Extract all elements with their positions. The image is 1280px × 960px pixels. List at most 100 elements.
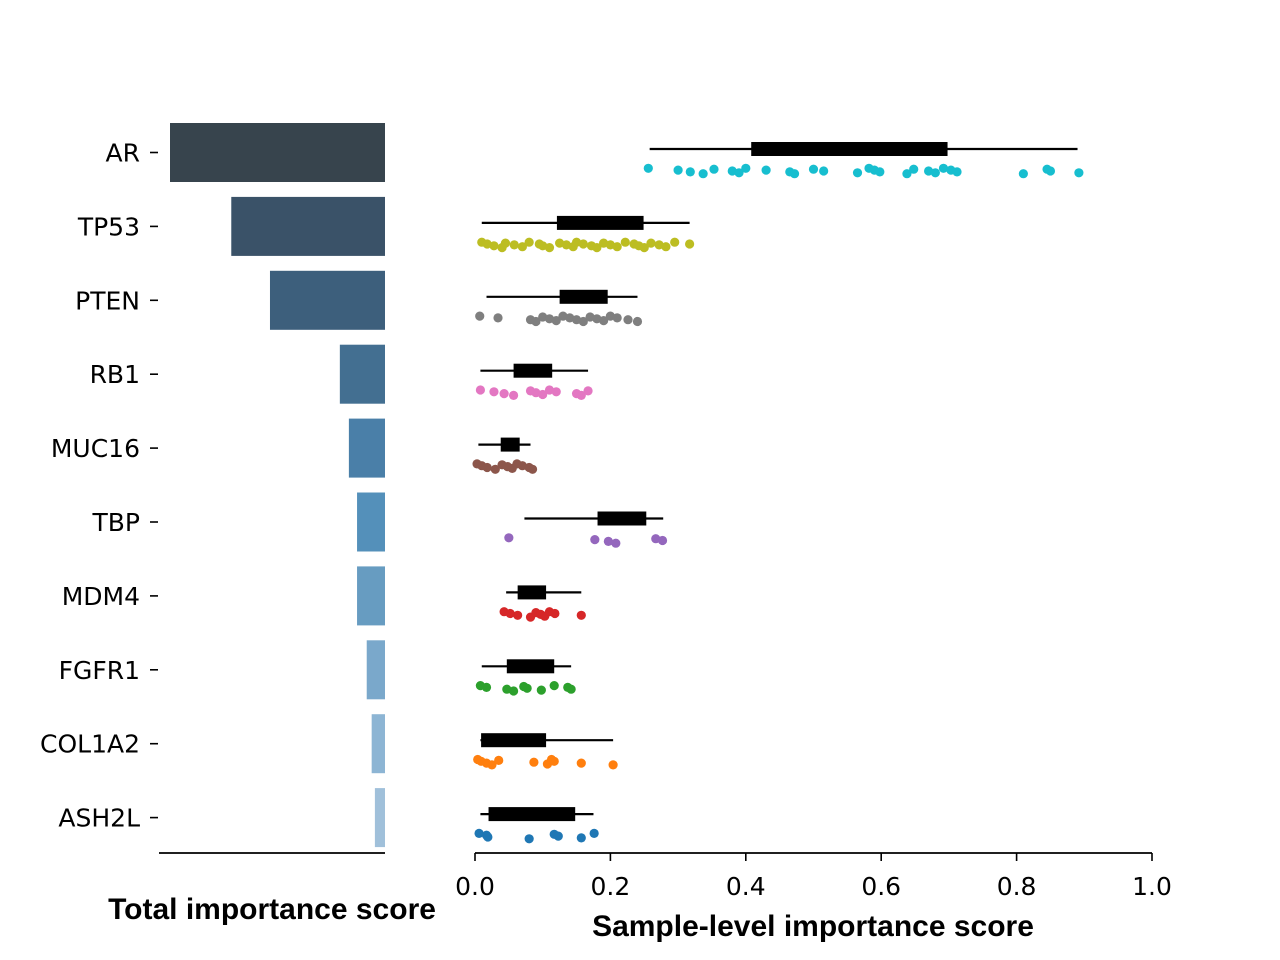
point-ar (938, 163, 949, 173)
point-ar (761, 165, 771, 175)
point-pten (531, 316, 541, 327)
series-muc16 (472, 437, 538, 474)
point-muc16 (527, 464, 538, 474)
point-fgfr1 (508, 686, 519, 696)
point-rb1 (538, 389, 548, 400)
box-mdm4 (517, 585, 547, 600)
series-fgfr1 (475, 659, 576, 696)
point-ash2l (553, 831, 563, 841)
point-ash2l (474, 828, 484, 839)
x-tick-label: 0.6 (861, 872, 901, 901)
y-tick-label-ash2l: ASH2L (58, 804, 140, 833)
bar-col1a2 (371, 714, 385, 774)
point-ar (734, 168, 744, 178)
y-tick-label-tp53: TP53 (77, 212, 140, 241)
point-rb1 (475, 385, 486, 395)
point-pten (599, 316, 609, 326)
point-mdm4 (550, 608, 560, 619)
sample-level-boxstrip (472, 142, 1084, 844)
point-ar (741, 163, 751, 173)
point-pten (493, 313, 503, 323)
point-ar (643, 163, 653, 173)
box-muc16 (500, 437, 520, 452)
point-tp53 (612, 242, 622, 252)
bar-tp53 (231, 196, 385, 256)
bar-fgfr1 (366, 640, 385, 700)
box-tp53 (556, 215, 644, 230)
point-ar (930, 168, 940, 178)
bar-pten (269, 270, 385, 330)
point-pten (632, 316, 643, 327)
point-tp53 (639, 243, 649, 253)
y-tick-label-rb1: RB1 (90, 360, 140, 389)
point-ar (902, 169, 912, 179)
point-tbp (657, 535, 668, 546)
point-col1a2 (549, 756, 559, 766)
point-ar (852, 168, 863, 178)
point-tbp (603, 536, 613, 547)
point-ar (909, 164, 919, 174)
point-tbp (611, 538, 621, 548)
point-tp53 (578, 239, 588, 249)
box-rb1 (513, 363, 553, 378)
x-tick-label: 0.8 (997, 872, 1037, 901)
point-tp53 (661, 242, 671, 252)
point-tp53 (670, 237, 680, 247)
point-mdm4 (505, 608, 515, 619)
point-ar (698, 169, 708, 179)
point-fgfr1 (481, 682, 492, 693)
x-tick-label: 1.0 (1132, 872, 1172, 901)
x-tick-label: 0.4 (726, 872, 766, 901)
y-tick-label-col1a2: COL1A2 (40, 730, 140, 759)
box-ar (751, 142, 948, 156)
point-tp53 (517, 242, 527, 252)
point-ar (709, 164, 719, 174)
point-tp53 (489, 241, 499, 251)
bar-ash2l (374, 788, 385, 848)
point-col1a2 (494, 755, 504, 766)
y-tick-label-pten: PTEN (75, 286, 140, 315)
right-x-axis-title: Sample-level importance score (592, 910, 1034, 943)
point-muc16 (482, 462, 492, 473)
point-ar (808, 164, 819, 174)
point-ar (789, 169, 800, 179)
point-ash2l (483, 832, 493, 842)
point-ash2l (589, 828, 599, 839)
gene-tick-labels: AR TP53 PTEN RB1 MUC16 TBP MDM4 FGFR1 COL1A2 ASH2… (40, 139, 158, 833)
point-pten (578, 316, 588, 327)
box-tbp (597, 511, 647, 526)
series-tp53 (477, 215, 695, 253)
point-col1a2 (487, 760, 497, 770)
series-ash2l (474, 807, 599, 844)
bar-rb1 (339, 344, 385, 404)
point-col1a2 (608, 760, 618, 770)
point-tp53 (524, 237, 534, 247)
point-tbp (504, 533, 514, 543)
left-x-axis-title: Total importance score (108, 893, 436, 926)
point-fgfr1 (522, 683, 532, 693)
point-ash2l (576, 833, 586, 843)
y-tick-label-fgfr1: FGFR1 (59, 656, 140, 685)
y-tick-label-ar: AR (106, 139, 140, 168)
point-mdm4 (576, 610, 586, 620)
point-fgfr1 (549, 681, 559, 691)
point-ar (875, 167, 885, 177)
point-ash2l (524, 834, 534, 844)
point-mdm4 (513, 610, 523, 620)
point-rb1 (489, 387, 499, 397)
point-ar (952, 167, 962, 177)
series-ar (643, 142, 1084, 179)
point-fgfr1 (566, 684, 576, 694)
series-tbp (504, 511, 668, 548)
point-rb1 (583, 386, 593, 396)
bar-ar (170, 123, 385, 182)
point-ar (819, 166, 829, 176)
point-muc16 (490, 464, 500, 474)
point-tp53 (685, 239, 695, 249)
point-pten (475, 311, 485, 321)
point-ar (685, 167, 695, 177)
series-col1a2 (473, 733, 618, 770)
point-tp53 (544, 243, 555, 253)
point-tp53 (592, 243, 602, 253)
